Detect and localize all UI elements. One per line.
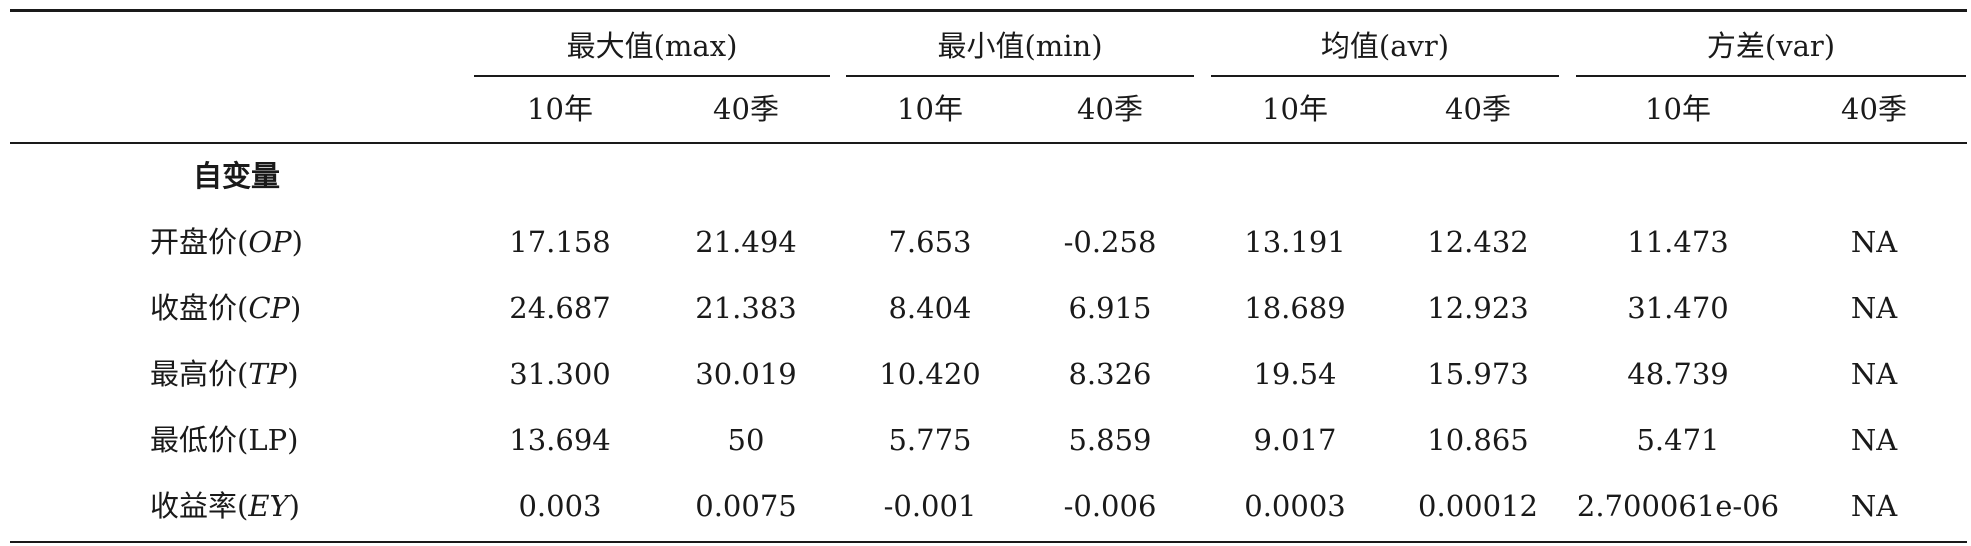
cell-ey-avr-40q: 0.00012	[1418, 489, 1538, 523]
cell-tp-min-10y: 10.420	[879, 357, 981, 391]
subheader-max-10y: 10年	[527, 92, 593, 126]
cell-cp-avr-40q: 12.923	[1427, 291, 1529, 325]
row-label-cp: 收盘价(CP)	[150, 291, 302, 325]
group-underline-max	[474, 75, 830, 77]
row-label-ey: 收益率(EY)	[150, 489, 300, 523]
cell-ey-avr-10y: 0.0003	[1244, 489, 1346, 523]
cell-op-min-10y: 7.653	[888, 225, 972, 259]
cell-ey-var-40q: NA	[1850, 489, 1898, 523]
cell-ey-min-40q: -0.006	[1063, 489, 1157, 523]
cell-op-var-10y: 11.473	[1627, 225, 1729, 259]
subheader-max-40q: 40季	[713, 92, 779, 126]
group-header-min: 最小值(min)	[937, 29, 1103, 63]
group-header-var: 方差(var)	[1706, 29, 1836, 63]
cell-tp-max-40q: 30.019	[695, 357, 797, 391]
cell-lp-max-10y: 13.694	[509, 423, 611, 457]
cell-cp-var-40q: NA	[1850, 291, 1898, 325]
cell-ey-max-40q: 0.0075	[695, 489, 797, 523]
row-label-op: 开盘价(OP)	[150, 225, 303, 259]
subheader-avr-10y: 10年	[1262, 92, 1328, 126]
subheader-var-40q: 40季	[1841, 92, 1907, 126]
cell-op-max-40q: 21.494	[695, 225, 797, 259]
cell-op-var-40q: NA	[1850, 225, 1898, 259]
group-underline-var	[1576, 75, 1966, 77]
cell-op-avr-10y: 13.191	[1244, 225, 1346, 259]
cell-tp-avr-40q: 15.973	[1427, 357, 1529, 391]
table-top-rule	[10, 9, 1967, 12]
cell-tp-min-40q: 8.326	[1068, 357, 1152, 391]
subheader-min-10y: 10年	[897, 92, 963, 126]
cell-lp-max-40q: 50	[727, 423, 765, 457]
row-label-lp: 最低价(LP)	[150, 423, 299, 457]
group-header-max: 最大值(max)	[566, 29, 738, 63]
group-underline-avr	[1211, 75, 1559, 77]
cell-tp-avr-10y: 19.54	[1253, 357, 1337, 391]
cell-cp-min-10y: 8.404	[888, 291, 972, 325]
row-label-tp: 最高价(TP)	[150, 357, 299, 391]
cell-cp-min-40q: 6.915	[1068, 291, 1152, 325]
group-underline-min	[846, 75, 1194, 77]
cell-ey-max-10y: 0.003	[518, 489, 602, 523]
cell-op-max-10y: 17.158	[509, 225, 611, 259]
group-header-avr: 均值(avr)	[1320, 29, 1450, 63]
cell-lp-avr-40q: 10.865	[1427, 423, 1529, 457]
subheader-min-40q: 40季	[1077, 92, 1143, 126]
cell-lp-var-40q: NA	[1850, 423, 1898, 457]
section-label-independent-variables: 自变量	[193, 159, 281, 193]
cell-op-min-40q: -0.258	[1063, 225, 1157, 259]
table-header-rule	[10, 142, 1967, 144]
cell-lp-min-40q: 5.859	[1068, 423, 1152, 457]
cell-cp-avr-10y: 18.689	[1244, 291, 1346, 325]
cell-tp-var-10y: 48.739	[1627, 357, 1729, 391]
cell-tp-max-10y: 31.300	[509, 357, 611, 391]
table-bottom-rule	[10, 541, 1967, 543]
subheader-avr-40q: 40季	[1445, 92, 1511, 126]
cell-op-avr-40q: 12.432	[1427, 225, 1529, 259]
cell-lp-avr-10y: 9.017	[1253, 423, 1337, 457]
subheader-var-10y: 10年	[1645, 92, 1711, 126]
cell-ey-min-10y: -0.001	[883, 489, 977, 523]
cell-cp-max-10y: 24.687	[509, 291, 611, 325]
cell-tp-var-40q: NA	[1850, 357, 1898, 391]
cell-cp-var-10y: 31.470	[1627, 291, 1729, 325]
cell-lp-var-10y: 5.471	[1636, 423, 1720, 457]
cell-lp-min-10y: 5.775	[888, 423, 972, 457]
cell-ey-var-10y: 2.700061e-06	[1576, 489, 1780, 523]
cell-cp-max-40q: 21.383	[695, 291, 797, 325]
